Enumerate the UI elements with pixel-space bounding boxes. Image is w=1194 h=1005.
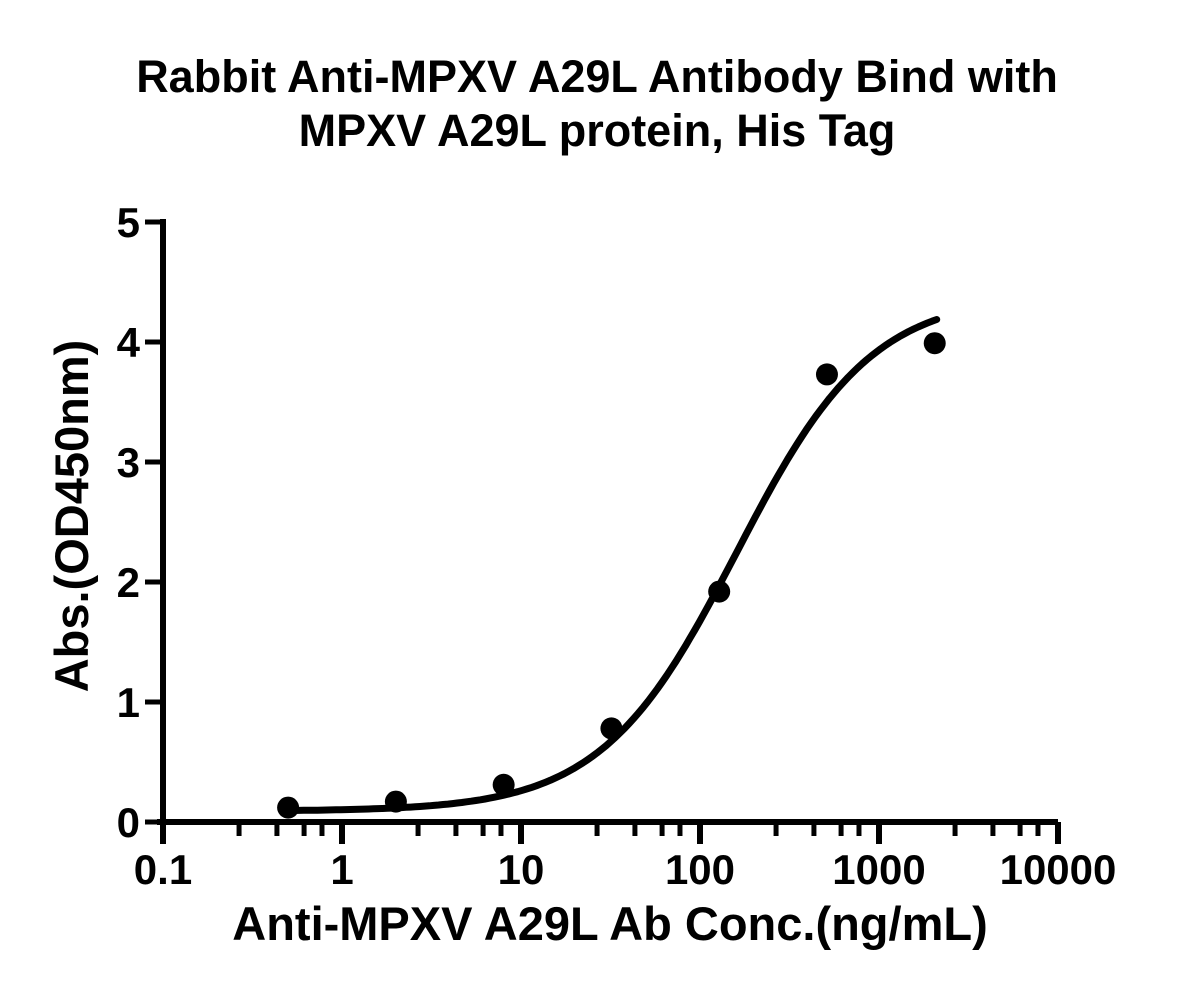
x-tick-label: 0.1 [134, 846, 192, 893]
data-point [384, 790, 407, 813]
data-point [923, 332, 946, 355]
data-point [815, 363, 838, 386]
y-tick-label: 0 [117, 799, 140, 846]
chart-title-line1: Rabbit Anti-MPXV A29L Antibody Bind with [136, 51, 1058, 102]
x-tick-label: 1 [330, 846, 353, 893]
x-tick-label: 10 [498, 846, 545, 893]
x-axis-title: Anti-MPXV A29L Ab Conc.(ng/mL) [232, 897, 988, 950]
y-tick-label: 2 [117, 559, 140, 606]
chart-title-line2: MPXV A29L protein, His Tag [298, 105, 896, 156]
x-tick-label: 1000 [832, 846, 925, 893]
y-tick-label: 3 [117, 439, 140, 486]
y-tick-label: 5 [117, 199, 140, 246]
data-point [600, 717, 623, 740]
y-axis-title: Abs.(OD450nm) [45, 339, 98, 693]
x-tick-label: 10000 [1000, 846, 1117, 893]
data-point [277, 796, 300, 819]
data-point [492, 773, 515, 796]
data-point [708, 580, 731, 603]
chart-title: Rabbit Anti-MPXV A29L Antibody Bind with… [0, 50, 1194, 158]
x-tick-label: 100 [665, 846, 735, 893]
y-tick-label: 1 [117, 679, 140, 726]
y-tick-label: 4 [117, 319, 141, 366]
